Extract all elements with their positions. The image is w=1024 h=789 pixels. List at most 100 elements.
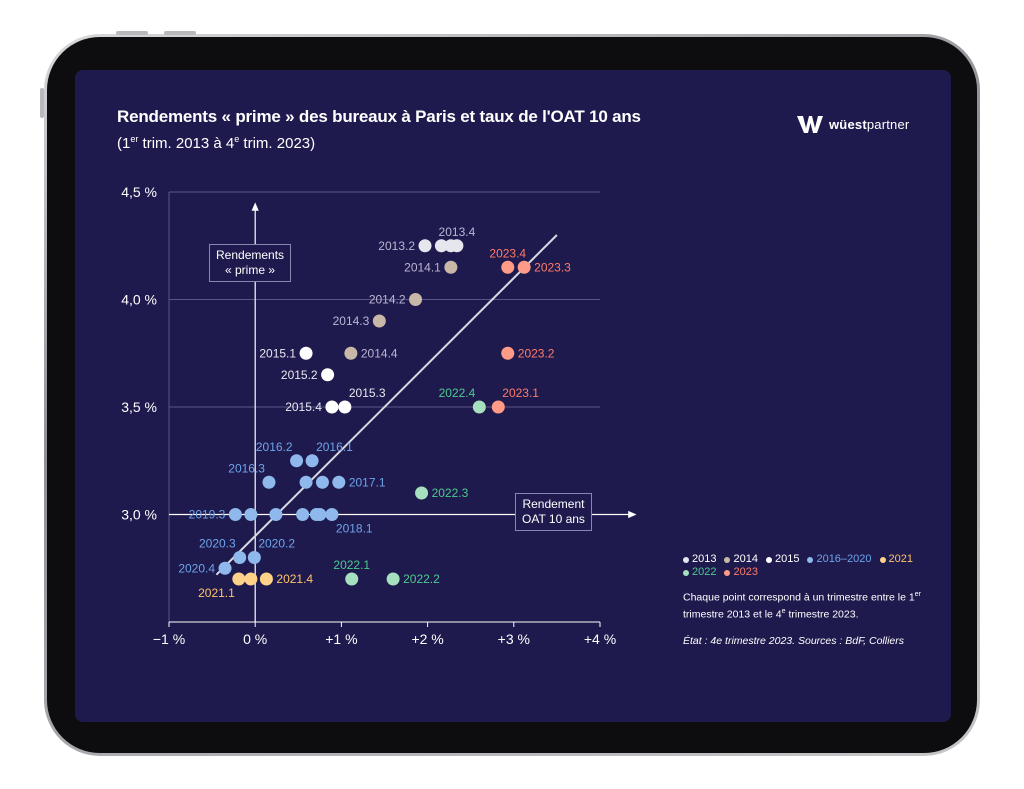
data-point — [259, 572, 273, 586]
legend-item-2022: 2022 — [683, 566, 716, 579]
data-point — [409, 293, 423, 306]
data-point — [299, 346, 313, 360]
y-tick-label: 4,0 % — [121, 292, 157, 308]
x-tick-label: +3 % — [498, 631, 530, 647]
data-point — [491, 400, 505, 414]
subtitle-part: trim. 2013 à 4 — [138, 135, 235, 152]
data-point — [228, 508, 242, 521]
data-point — [501, 260, 515, 274]
legend: 2013 2014 2015 2016–2020 2021 2022 2023 Chaque… — [683, 553, 933, 648]
point-label: 2021.1 — [198, 586, 235, 600]
data-point — [418, 239, 432, 253]
x-axis-label-box: Rendement OAT 10 ans — [515, 493, 592, 531]
y-axis-label-box: Rendements « prime » — [209, 244, 292, 282]
x-tick-label: −1 % — [153, 631, 185, 647]
legend-note: Chaque point correspond à un trimestre e… — [683, 588, 933, 621]
data-point — [517, 260, 531, 274]
legend-swatch — [724, 569, 731, 576]
data-point — [233, 551, 247, 564]
legend-label: 2022 — [692, 566, 717, 578]
point-label: 2015.4 — [285, 400, 322, 414]
device-button — [164, 31, 196, 35]
point-label: 2022.3 — [432, 486, 469, 500]
point-label: 2017.1 — [349, 475, 386, 489]
legend-item-2021: 2021 — [879, 553, 913, 566]
note-part: trimestre 2013 et le 4 — [683, 608, 782, 620]
point-label: 2022.4 — [439, 386, 476, 400]
data-point — [244, 572, 258, 586]
point-label: 2023.1 — [502, 386, 539, 400]
data-point — [450, 239, 464, 253]
note-sup: e — [781, 607, 786, 615]
data-point — [296, 508, 310, 521]
device-button — [116, 31, 148, 35]
point-label: 2015.3 — [349, 386, 386, 400]
chart-title: Rendements « prime » des bureaux à Paris… — [117, 107, 641, 126]
point-label: 2016.1 — [316, 440, 353, 454]
x-tick-label: +1 % — [325, 631, 357, 647]
legend-item-2023: 2023 — [724, 566, 758, 579]
data-point — [315, 475, 329, 489]
x-axis-label: OAT 10 ans — [522, 512, 585, 526]
legend-label: 2021 — [888, 553, 913, 565]
device-button — [40, 88, 44, 118]
data-point — [332, 475, 346, 489]
point-labels: 2013.2 2013.4 2014.1 2014.2 2014.3 2014.4 2015… — [178, 225, 571, 600]
data-point — [305, 454, 319, 468]
regression-line — [215, 234, 558, 576]
data-point — [444, 260, 458, 274]
subtitle-part: (1 — [117, 135, 131, 152]
y-axis-label: « prime » — [225, 263, 276, 277]
y-tick-label: 3,5 % — [121, 399, 157, 415]
data-point — [218, 561, 232, 575]
point-label: 2022.1 — [333, 558, 370, 572]
point-label: 2015.1 — [259, 346, 296, 360]
note-part: Chaque point correspond à un trimestre e… — [683, 591, 915, 604]
data-point — [299, 475, 313, 489]
legend-label: 2015 — [774, 553, 800, 565]
subtitle-part: trim. 2023) — [239, 135, 316, 152]
legend-swatch — [683, 569, 689, 576]
point-label: 2016.3 — [228, 461, 265, 475]
point-label: 2014.1 — [404, 260, 441, 274]
y-tick-label: 4,5 % — [121, 184, 157, 200]
legend-label: 2013 — [692, 553, 717, 565]
legend-swatch — [765, 556, 772, 563]
y-tick-label: 3,0 % — [121, 507, 157, 523]
y-axis-label: Rendements — [216, 248, 285, 262]
legend-swatch — [724, 556, 731, 563]
data-point — [372, 314, 386, 328]
point-label: 2023.3 — [534, 260, 571, 274]
x-tick-label: +2 % — [411, 631, 443, 647]
chart-subtitle: (1er trim. 2013 à 4e trim. 2023) — [117, 134, 315, 152]
note-part: trimestre 2023. — [785, 608, 859, 620]
data-point — [434, 239, 448, 253]
point-label: 2014.4 — [361, 346, 398, 360]
x-tick-label: 0 % — [243, 631, 267, 647]
data-point — [244, 508, 258, 521]
point-label: 2015.2 — [281, 368, 318, 382]
legend-swatch — [879, 556, 886, 563]
x-tick-label: +4 % — [584, 631, 616, 647]
x-axis-label: Rendement — [522, 497, 585, 511]
wp-logo-icon — [797, 116, 823, 133]
point-label: 2022.2 — [403, 572, 440, 586]
data-point — [501, 346, 515, 360]
legend-swatch — [683, 556, 689, 563]
brand-logo: wüestpartner — [797, 112, 909, 136]
legend-label: 2023 — [733, 566, 758, 578]
subtitle-sup: er — [130, 134, 139, 144]
data-point — [338, 400, 352, 414]
source-note: État : 4e trimestre 2023. Sources : BdF,… — [683, 635, 904, 647]
chart-screen: Rendements « prime » des bureaux à Paris… — [75, 70, 951, 722]
point-label: 2018.1 — [336, 522, 373, 536]
point-label: 2019.3 — [189, 508, 226, 522]
data-point — [345, 572, 359, 586]
point-label: 2023.4 — [489, 246, 526, 260]
legend-label: 2016–2020 — [816, 553, 872, 565]
data-point — [415, 486, 429, 500]
point-label: 2021.4 — [276, 572, 313, 586]
point-label: 2016.2 — [256, 440, 293, 454]
trend-line — [215, 234, 558, 576]
data-points — [218, 239, 531, 586]
